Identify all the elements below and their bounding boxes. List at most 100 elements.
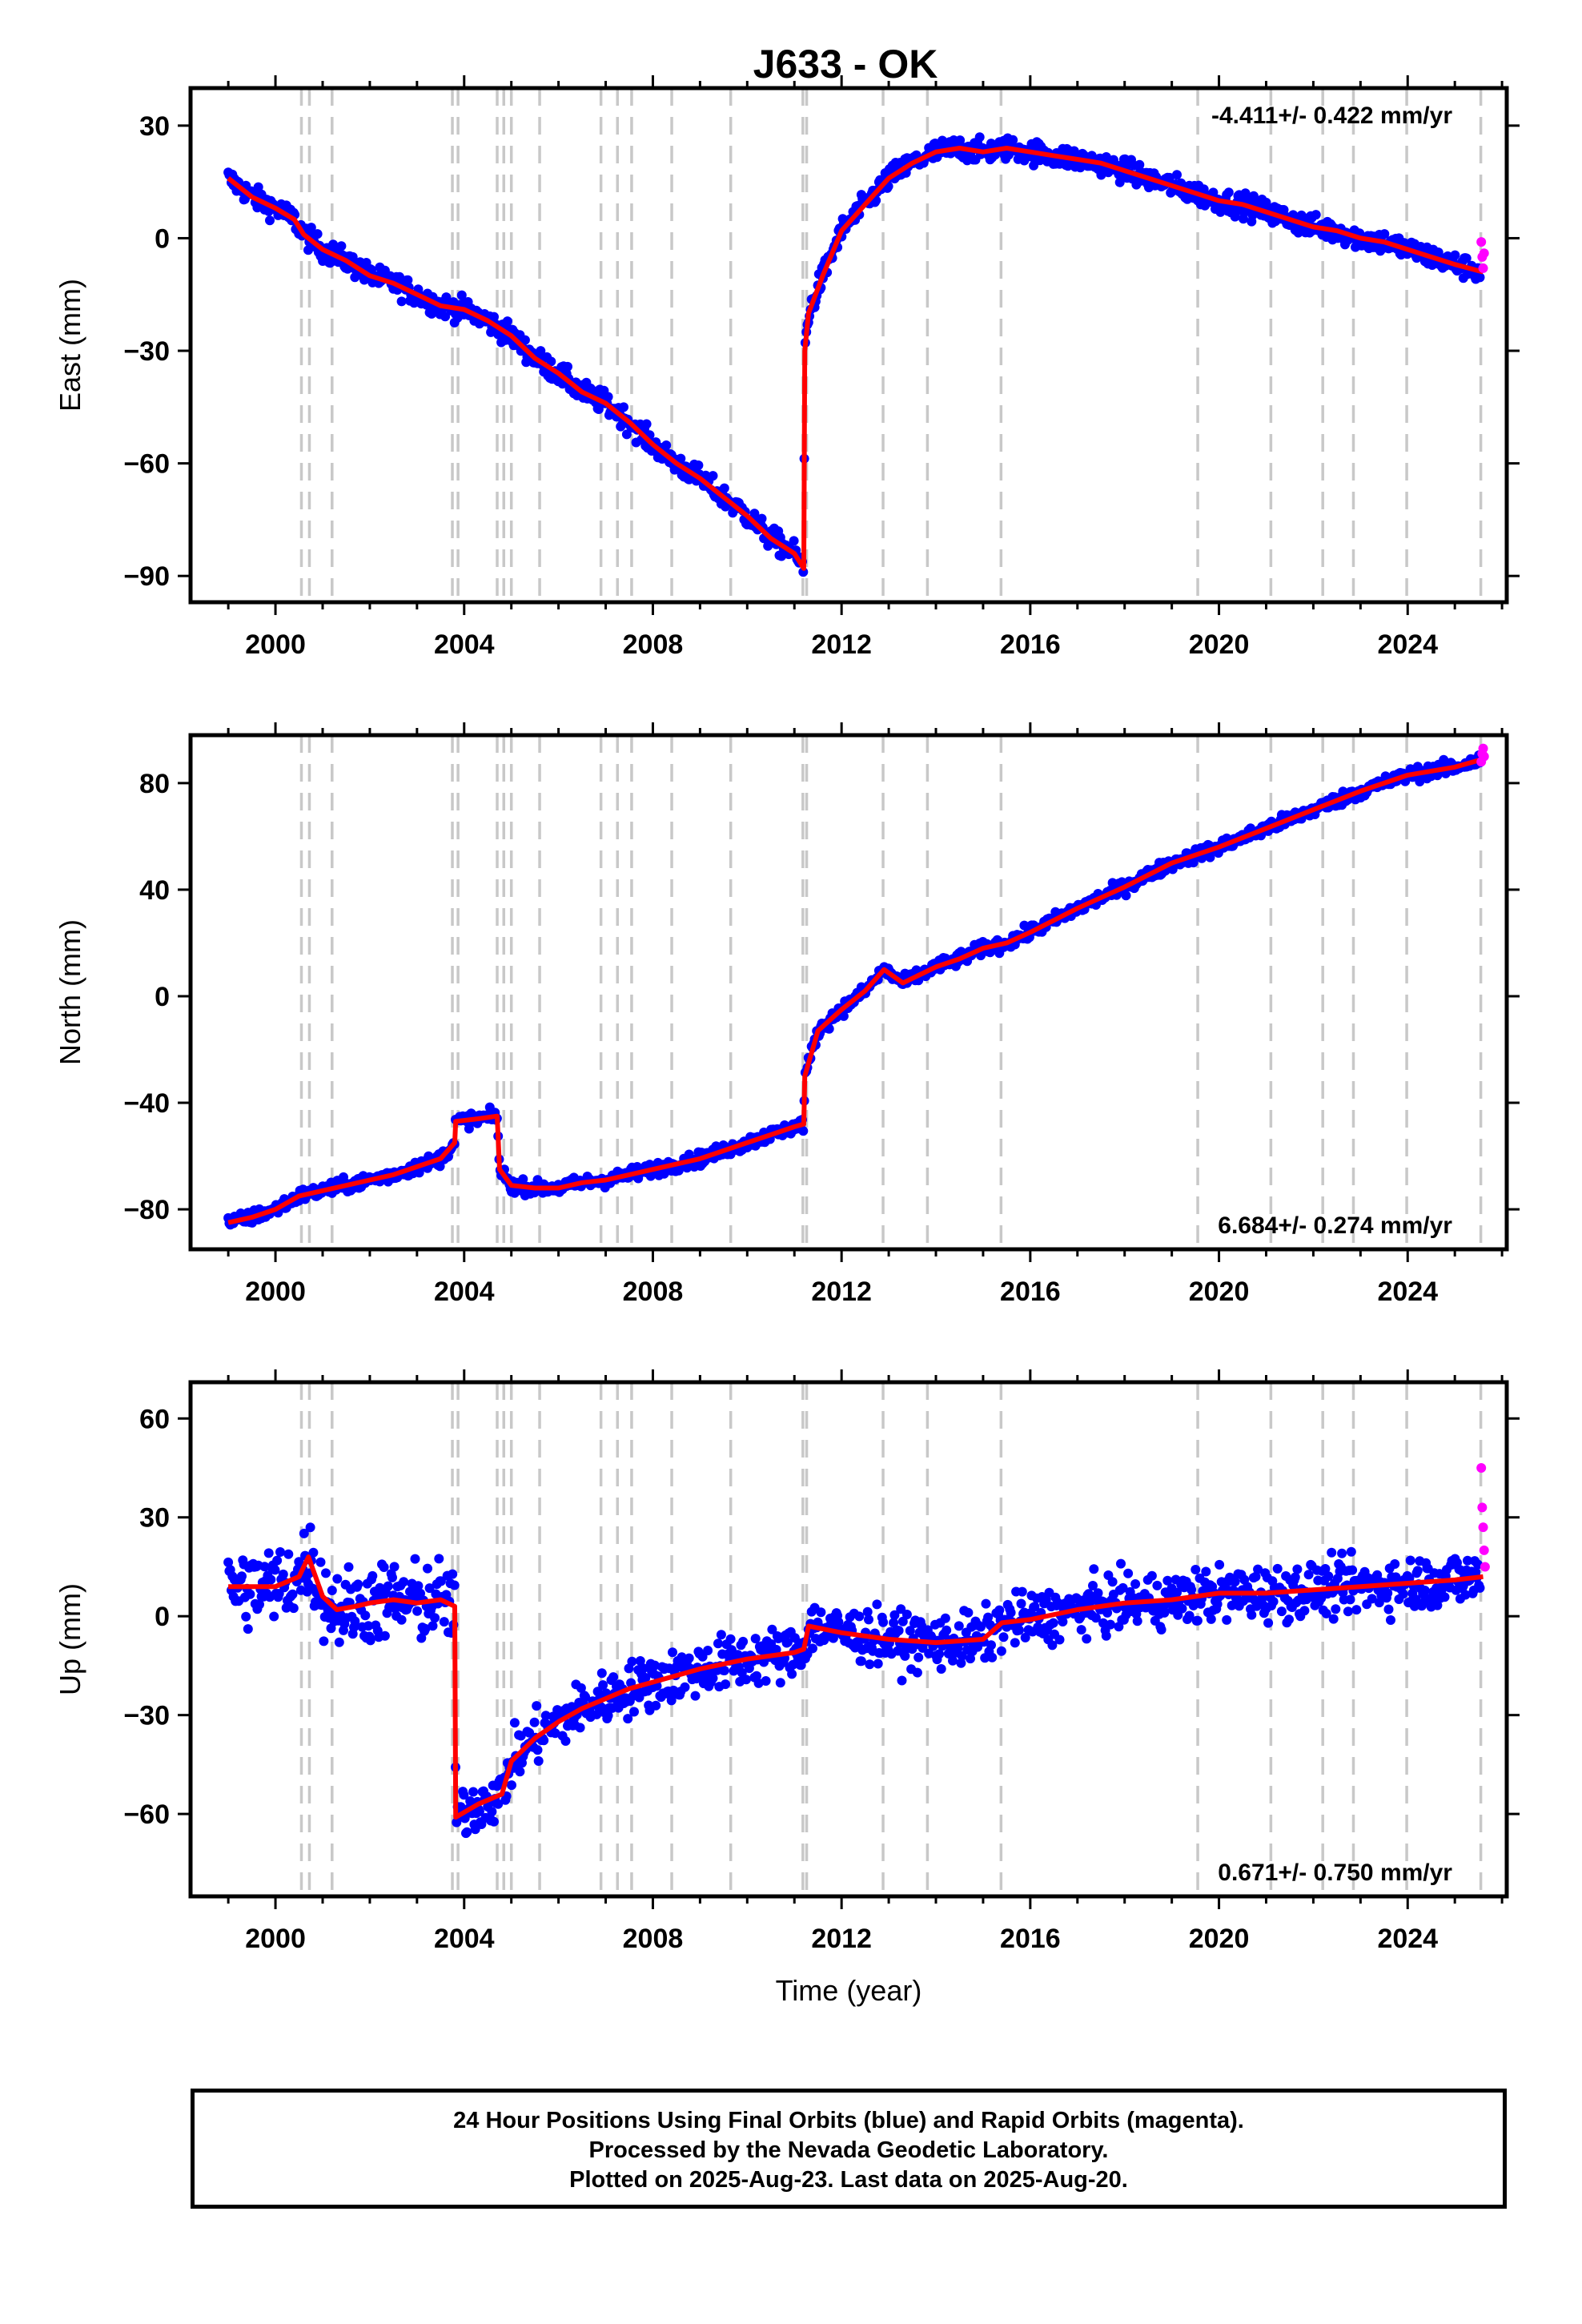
data-point xyxy=(1299,1606,1310,1616)
plot-frame xyxy=(188,733,1509,1252)
data-point xyxy=(635,1656,645,1666)
y-tick-label: 40 xyxy=(139,875,170,906)
data-point xyxy=(873,1659,883,1669)
data-point xyxy=(838,1011,849,1021)
data-point xyxy=(563,361,572,372)
data-point xyxy=(1320,1564,1331,1574)
data-point xyxy=(808,1643,817,1654)
data-point xyxy=(1439,1592,1450,1602)
data-point xyxy=(263,1548,274,1558)
data-point xyxy=(864,1614,873,1625)
data-point xyxy=(518,1174,528,1184)
data-point xyxy=(713,1638,723,1649)
rapid-orbit-point xyxy=(1479,248,1489,259)
data-point xyxy=(1383,1588,1393,1598)
data-point xyxy=(347,251,358,262)
data-point xyxy=(439,1617,449,1627)
data-point xyxy=(321,1568,331,1578)
data-point xyxy=(981,1598,991,1609)
data-point xyxy=(1083,1589,1094,1599)
data-point xyxy=(1132,1616,1142,1626)
data-point xyxy=(1030,1602,1040,1612)
data-point xyxy=(994,1605,1005,1615)
data-point xyxy=(487,1807,497,1817)
data-point xyxy=(998,1632,1009,1642)
data-point xyxy=(1367,1594,1377,1604)
plot-frame xyxy=(188,86,1509,605)
data-point xyxy=(608,1672,619,1683)
chart-title: J633 - OK xyxy=(753,42,938,86)
data-point xyxy=(627,1656,637,1667)
y-tick-label: 60 xyxy=(139,1404,170,1434)
data-point xyxy=(690,1691,701,1701)
data-point xyxy=(1475,272,1485,283)
x-tick-label: 2016 xyxy=(1000,1277,1061,1307)
data-point xyxy=(719,483,729,493)
data-point xyxy=(387,1572,397,1582)
data-point xyxy=(854,1611,865,1622)
data-point xyxy=(241,1611,251,1622)
model-line xyxy=(227,146,1484,571)
data-point xyxy=(752,1671,761,1681)
data-point xyxy=(1230,211,1240,222)
data-point xyxy=(312,229,323,239)
data-point xyxy=(775,1678,785,1688)
data-point xyxy=(1292,1564,1303,1574)
data-point xyxy=(666,1695,677,1706)
data-point xyxy=(1239,214,1248,224)
data-point xyxy=(1379,229,1390,239)
data-point xyxy=(703,1646,713,1655)
data-point xyxy=(1432,1600,1443,1610)
data-point xyxy=(1186,1585,1197,1594)
data-point xyxy=(253,182,263,192)
data-point xyxy=(1230,1577,1240,1587)
data-point xyxy=(396,1614,407,1625)
y-tick-label: 30 xyxy=(139,1503,170,1534)
x-tick-label: 2012 xyxy=(811,629,872,660)
data-point xyxy=(1146,1570,1157,1581)
data-point xyxy=(464,1124,474,1134)
x-tick-label: 2024 xyxy=(1377,1924,1438,1954)
data-point xyxy=(365,1635,375,1646)
data-point xyxy=(1076,1625,1086,1635)
data-point xyxy=(243,1624,253,1634)
data-point xyxy=(363,1621,374,1631)
data-point xyxy=(1284,1614,1294,1625)
x-tick-label: 2008 xyxy=(623,1277,684,1307)
data-point xyxy=(862,1606,873,1617)
data-point xyxy=(896,1604,906,1614)
x-tick-label: 2016 xyxy=(1000,629,1061,660)
data-point xyxy=(640,1673,651,1683)
data-point xyxy=(649,1660,660,1671)
data-point xyxy=(1206,1614,1216,1624)
data-point xyxy=(1201,1566,1211,1577)
data-point xyxy=(456,290,467,300)
plot-frame xyxy=(188,1380,1509,1899)
data-point xyxy=(1419,1586,1430,1595)
data-point xyxy=(956,1658,966,1668)
data-point xyxy=(1386,1615,1395,1625)
data-point xyxy=(725,1634,736,1644)
data-point xyxy=(828,1633,838,1643)
data-point xyxy=(1223,187,1234,198)
data-point xyxy=(1276,1606,1287,1617)
y-tick-label: −30 xyxy=(123,1701,170,1731)
data-point xyxy=(266,1574,276,1585)
data-point xyxy=(753,1678,764,1688)
data-point xyxy=(1383,1604,1394,1614)
data-point xyxy=(1172,170,1182,180)
data-point xyxy=(449,1580,460,1590)
data-point xyxy=(1082,1634,1092,1644)
data-point xyxy=(1272,1563,1283,1574)
data-point xyxy=(1311,210,1321,220)
data-point xyxy=(1123,1568,1134,1578)
data-point xyxy=(413,1581,424,1591)
data-point xyxy=(603,1711,613,1721)
data-point xyxy=(771,1644,781,1655)
data-point xyxy=(889,1610,900,1620)
y-axis-label: Up (mm) xyxy=(54,1583,86,1695)
x-tick-label: 2020 xyxy=(1189,1277,1250,1307)
data-point xyxy=(1172,1587,1182,1598)
data-point xyxy=(1343,1606,1353,1617)
footer-line-2: Processed by the Nevada Geodetic Laborat… xyxy=(588,2137,1109,2163)
